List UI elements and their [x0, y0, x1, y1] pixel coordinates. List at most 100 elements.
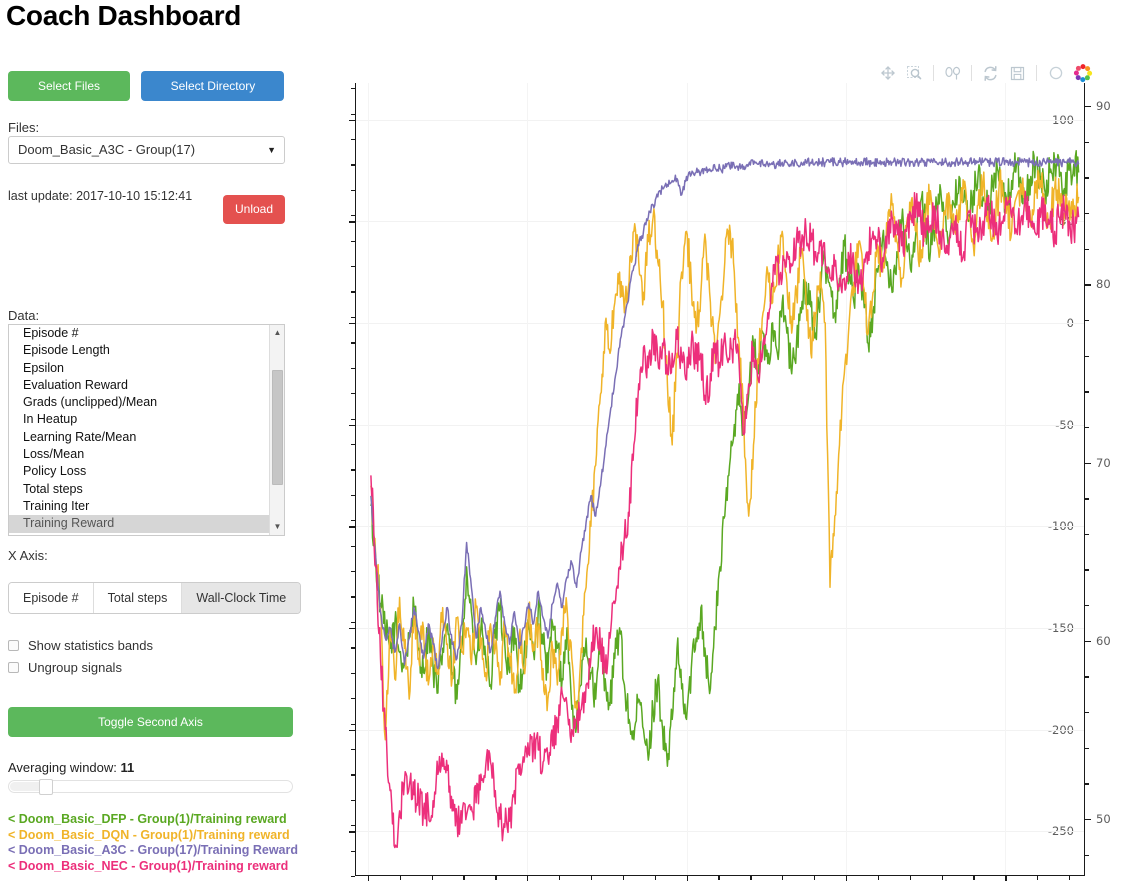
averaging-window-slider[interactable]	[8, 779, 293, 795]
ungroup-signals-checkbox[interactable]	[8, 662, 19, 673]
legend-entry[interactable]: < Doom_Basic_DQN - Group(1)/Training rew…	[8, 827, 290, 842]
series-line	[370, 157, 1080, 670]
scroll-up-icon[interactable]: ▲	[273, 328, 282, 337]
bottom-axis-minor-tick	[909, 876, 911, 880]
toolbar-divider	[971, 65, 972, 81]
files-label: Files:	[8, 120, 40, 135]
data-list-item[interactable]: Learning Rate/Mean	[23, 429, 137, 444]
bottom-axis-minor-tick	[941, 876, 943, 880]
left-axis-minor-tick	[351, 698, 355, 700]
right-axis-minor-tick	[1085, 355, 1089, 357]
right-axis-minor-tick	[1085, 141, 1089, 144]
plot-frame[interactable]: -250-200-150-100-50050100506070809001002…	[349, 83, 1111, 881]
data-list-item[interactable]: Episode Length	[23, 343, 110, 358]
lasso-select-tool-icon[interactable]	[939, 60, 966, 86]
scroll-down-icon[interactable]: ▼	[273, 522, 282, 531]
left-axis-minor-tick	[351, 571, 355, 573]
left-axis-minor-tick	[351, 266, 355, 268]
bottom-axis-minor-tick	[654, 876, 656, 880]
data-list-item[interactable]: Episode #	[23, 326, 79, 340]
plot-panel: -250-200-150-100-50050100506070809001002…	[305, 50, 1135, 881]
bottom-axis-tick	[845, 876, 848, 881]
scrollbar-thumb[interactable]	[272, 370, 283, 485]
bottom-axis-minor-tick	[495, 876, 497, 880]
averaging-window-label-row: Averaging window: 11	[8, 760, 134, 775]
data-list-item[interactable]: Loss/Mean	[23, 447, 85, 462]
left-axis-minor-tick	[351, 393, 355, 395]
data-list-item[interactable]: Policy Loss	[23, 464, 87, 479]
select-files-button[interactable]: Select Files	[8, 71, 130, 101]
horizontal-gridline	[356, 831, 1084, 832]
toggle-second-axis-button[interactable]: Toggle Second Axis	[8, 707, 293, 737]
left-axis-minor-tick	[351, 367, 355, 369]
x-axis-option-button[interactable]: Wall-Clock Time	[182, 583, 301, 613]
unload-button-wrap: Unload	[223, 195, 285, 224]
left-axis-tick-label: 0	[1067, 316, 1074, 330]
left-axis-minor-tick	[351, 215, 355, 217]
bottom-axis-minor-tick	[590, 876, 593, 880]
right-axis-tick-label: 70	[1096, 455, 1111, 470]
right-axis-line	[1083, 83, 1085, 876]
bottom-axis-tick	[1005, 876, 1007, 881]
right-axis-tick-label: 90	[1096, 99, 1111, 114]
right-axis-minor-tick	[1085, 676, 1089, 678]
horizontal-gridline	[356, 221, 1084, 222]
unload-button[interactable]: Unload	[223, 195, 285, 224]
save-tool-icon[interactable]	[1004, 60, 1031, 86]
show-statistics-bands-checkbox[interactable]	[8, 640, 19, 651]
slider-handle[interactable]	[39, 779, 53, 795]
x-axis-option-button[interactable]: Total steps	[93, 583, 183, 613]
left-axis-minor-tick	[351, 520, 355, 522]
data-list-item[interactable]: Training Iter	[23, 498, 90, 513]
page-title: Coach Dashboard	[6, 0, 242, 31]
left-axis-tick-label: 100	[1052, 112, 1074, 127]
ungroup-signals-checkbox-row[interactable]: Ungroup signals	[8, 660, 122, 675]
bokeh-logo-icon[interactable]	[1069, 60, 1096, 86]
right-axis-tick	[1085, 462, 1091, 464]
left-axis-minor-tick	[351, 494, 355, 497]
data-signal-list[interactable]: Episode # Episode Length Epsilon Evaluation…	[8, 324, 285, 536]
x-axis-label: X Axis:	[8, 548, 48, 563]
left-axis-minor-tick	[351, 545, 355, 547]
horizontal-gridline	[356, 628, 1084, 629]
left-axis-minor-tick	[351, 113, 355, 115]
bottom-axis-minor-tick	[1037, 876, 1039, 880]
left-axis-minor-tick	[351, 774, 355, 776]
left-axis-minor-tick	[351, 164, 355, 166]
left-axis-minor-tick	[351, 88, 355, 90]
series-lines	[370, 150, 1080, 849]
left-axis-minor-tick	[351, 850, 355, 852]
last-update-text: last update: 2017-10-10 15:12:41	[8, 189, 193, 203]
data-list-item[interactable]: Epsilon	[23, 360, 64, 375]
plot-toolbar[interactable]	[874, 58, 1096, 88]
toggle-second-axis-wrap: Toggle Second Axis	[8, 707, 293, 737]
x-axis-option-button[interactable]: Episode #	[9, 583, 94, 613]
data-list-item[interactable]: In Heatup	[23, 412, 78, 427]
left-axis-minor-tick	[351, 799, 355, 802]
data-list-scrollbar[interactable]: ▲ ▼	[269, 325, 284, 535]
show-statistics-bands-checkbox-row[interactable]: Show statistics bands	[8, 638, 153, 653]
select-directory-button[interactable]: Select Directory	[141, 71, 285, 101]
data-list-item[interactable]: Total steps	[23, 481, 83, 496]
legend-entry[interactable]: < Doom_Basic_DFP - Group(1)/Training rew…	[8, 812, 287, 826]
bottom-axis-minor-tick	[559, 876, 561, 880]
left-axis-minor-tick	[351, 596, 355, 598]
show-statistics-bands-label: Show statistics bands	[28, 638, 154, 653]
legend-entry[interactable]: < Doom_Basic_NEC - Group(1)/Training rew…	[8, 858, 289, 873]
pan-tool-icon[interactable]	[874, 60, 901, 86]
file-select-value: Doom_Basic_A3C - Group(17)	[18, 142, 196, 157]
left-axis-minor-tick	[351, 469, 355, 471]
reset-tool-icon[interactable]	[977, 60, 1004, 86]
x-axis-button-group[interactable]: Episode # Total steps Wall-Clock Time	[8, 582, 302, 614]
data-list-item[interactable]: Evaluation Reward	[23, 377, 128, 392]
data-label: Data:	[8, 308, 40, 323]
data-list-item[interactable]: Grads (unclipped)/Mean	[23, 395, 158, 410]
right-axis-minor-tick	[1085, 605, 1089, 607]
data-list-item[interactable]: Training Reward	[9, 515, 284, 533]
left-axis-minor-tick	[351, 240, 355, 242]
left-axis-tick	[349, 424, 355, 426]
file-select-dropdown[interactable]: Doom_Basic_A3C - Group(17) ▼	[8, 136, 285, 164]
bottom-axis-minor-tick	[782, 876, 784, 880]
legend-entry[interactable]: < Doom_Basic_A3C - Group(17)/Training Re…	[8, 843, 298, 857]
left-axis-minor-tick	[351, 723, 355, 725]
